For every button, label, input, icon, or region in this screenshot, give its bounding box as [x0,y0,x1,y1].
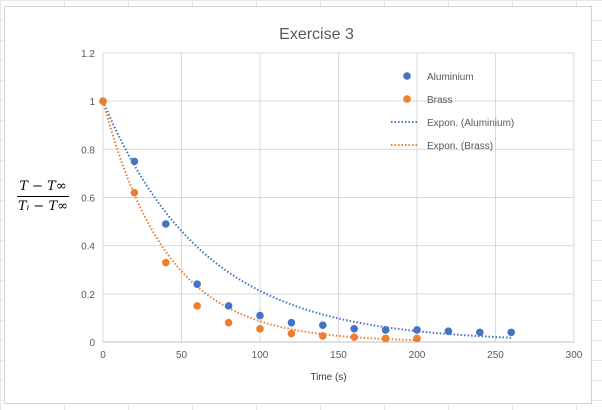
x-tick-label: 150 [330,350,347,361]
data-point-aluminium [193,280,201,289]
data-point-brass [256,324,264,333]
legend-marker-aluminium [403,72,411,80]
data-point-brass [99,97,107,105]
y-tick-label: 1 [89,97,95,108]
y-tick-label: 0 [89,338,95,349]
x-tick-label: 300 [566,350,583,361]
data-point-brass [130,188,139,197]
legend-label-trendline: Expon. (Aluminium) [427,118,514,129]
data-point-brass [413,334,421,343]
x-axis-label: Time (s) [310,372,346,383]
y-axis-label-numerator: T − T∞ [19,179,67,194]
data-point-aluminium [130,157,139,166]
chart-title: Exercise 3 [279,26,354,43]
x-tick-label: 200 [409,350,426,361]
fraction-bar [17,196,69,197]
x-tick-label: 100 [252,350,269,361]
data-point-aluminium [381,326,390,334]
y-tick-label: 0.8 [81,145,95,156]
data-point-aluminium [224,302,233,310]
x-tick-label: 0 [100,350,106,361]
y-axis-label: T − T∞ Tᵢ − T∞ [15,179,71,214]
trendline-expon-brass [102,100,418,342]
chart-area[interactable]: 0 0.2 0.4 0.6 0.8 1 1.2 0 50 100 150 200 250 300 Exerc… [4,6,592,404]
trendline-expon-aluminium [102,100,512,339]
legend-marker-brass [403,95,411,103]
data-point-aluminium [413,326,421,334]
data-point-brass [162,258,170,267]
y-tick-label: 0.6 [81,194,95,205]
legend-label-brass: Brass [427,95,453,106]
legend-label-trendline: Expon. (Brass) [427,141,493,152]
data-point-brass [319,332,327,340]
data-point-aluminium [444,327,453,335]
data-point-aluminium [476,328,484,337]
x-tick-label: 50 [176,350,188,361]
data-point-brass [287,329,296,338]
legend-label-aluminium: Aluminium [427,72,474,83]
data-point-aluminium [507,328,515,337]
y-tick-label: 0.4 [81,242,95,253]
data-point-aluminium [287,318,296,327]
data-point-aluminium [162,220,170,228]
x-tick-label: 250 [487,350,504,361]
data-point-brass [350,333,359,341]
data-point-aluminium [256,311,264,320]
exponential-decay-scatter-chart: 0 0.2 0.4 0.6 0.8 1 1.2 0 50 100 150 200 250 300 Exerc… [81,26,583,383]
data-point-brass [224,318,233,327]
y-tick-label: 0.2 [81,290,95,301]
data-point-aluminium [319,321,327,329]
data-point-aluminium [350,324,359,333]
data-point-brass [381,334,390,343]
data-point-brass [193,302,201,310]
y-axis-label-denominator: Tᵢ − T∞ [18,199,68,214]
y-tick-label: 1.2 [81,49,95,60]
